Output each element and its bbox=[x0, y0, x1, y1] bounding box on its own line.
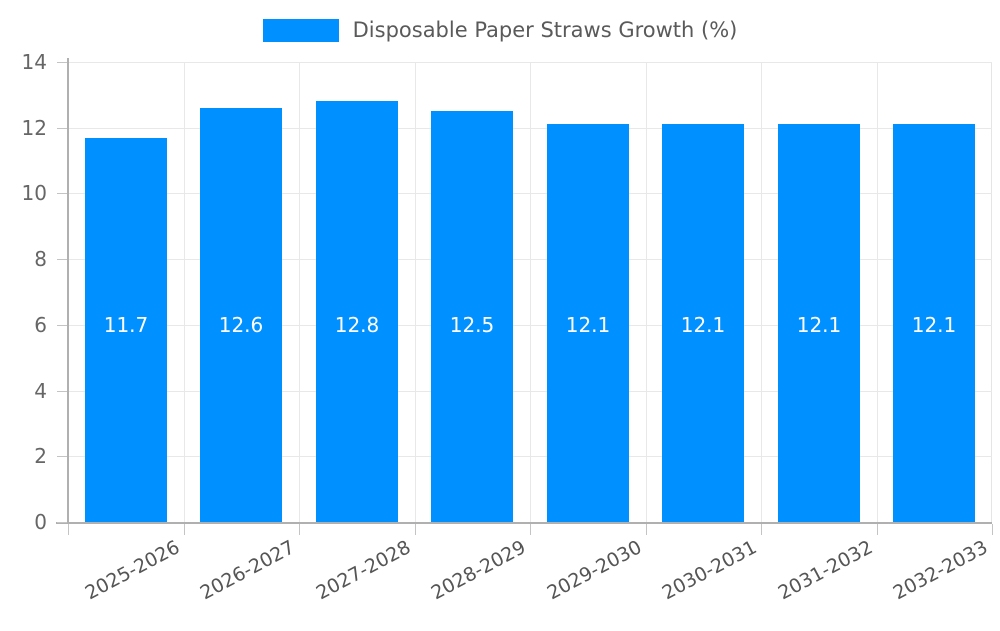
x-axis-line bbox=[56, 522, 992, 524]
bar-value-label: 12.8 bbox=[334, 313, 380, 337]
legend-label: Disposable Paper Straws Growth (%) bbox=[352, 17, 738, 42]
x-tick-mark bbox=[877, 524, 878, 535]
bar-value-label: 12.1 bbox=[565, 313, 611, 337]
x-tick-mark bbox=[184, 524, 185, 535]
gridline-vertical bbox=[646, 62, 647, 522]
y-tick-label: 2 bbox=[34, 444, 47, 468]
gridline-vertical bbox=[761, 62, 762, 522]
y-tick-mark bbox=[57, 193, 67, 194]
gridline-vertical bbox=[877, 62, 878, 522]
x-tick-mark bbox=[68, 524, 69, 535]
y-tick-mark bbox=[57, 325, 67, 326]
chart-legend: Disposable Paper Straws Growth (%) bbox=[0, 12, 1000, 48]
bar[interactable] bbox=[200, 108, 282, 522]
plot-right-border bbox=[991, 62, 992, 522]
y-tick-label: 8 bbox=[34, 247, 47, 271]
x-tick-mark bbox=[992, 524, 993, 535]
y-tick-label: 4 bbox=[34, 379, 47, 403]
bar[interactable] bbox=[662, 124, 744, 522]
bar-value-label: 12.1 bbox=[680, 313, 726, 337]
x-tick-mark bbox=[530, 524, 531, 535]
gridline-vertical bbox=[415, 62, 416, 522]
bar[interactable] bbox=[85, 138, 167, 522]
x-tick-mark bbox=[761, 524, 762, 535]
bar[interactable] bbox=[547, 124, 629, 522]
legend-swatch-icon bbox=[262, 18, 339, 42]
y-tick-label: 0 bbox=[34, 510, 47, 534]
bar[interactable] bbox=[778, 124, 860, 522]
y-tick-mark bbox=[57, 62, 67, 63]
y-tick-mark bbox=[57, 522, 67, 523]
bar-chart: Disposable Paper Straws Growth (%) 11.7 1… bbox=[0, 12, 1000, 605]
legend-item-series[interactable]: Disposable Paper Straws Growth (%) bbox=[262, 17, 738, 42]
plot-area: 11.7 12.6 12.8 12.5 12.1 12.1 12.1 12.1 bbox=[68, 62, 992, 523]
y-tick-mark bbox=[57, 391, 67, 392]
bar[interactable] bbox=[316, 101, 398, 522]
gridline-vertical bbox=[299, 62, 300, 522]
gridline-vertical bbox=[530, 62, 531, 522]
bar[interactable] bbox=[431, 111, 513, 522]
bar-value-label: 12.1 bbox=[911, 313, 957, 337]
bar-value-label: 12.6 bbox=[218, 313, 264, 337]
bar-value-label: 12.1 bbox=[796, 313, 842, 337]
y-tick-label: 6 bbox=[34, 313, 47, 337]
y-tick-mark bbox=[57, 259, 67, 260]
y-tick-mark bbox=[57, 456, 67, 457]
gridline-vertical bbox=[184, 62, 185, 522]
y-tick-label: 12 bbox=[21, 116, 47, 140]
x-tick-mark bbox=[415, 524, 416, 535]
y-tick-mark bbox=[57, 128, 67, 129]
bar-value-label: 12.5 bbox=[449, 313, 495, 337]
bar-value-label: 11.7 bbox=[103, 313, 149, 337]
x-tick-mark bbox=[646, 524, 647, 535]
x-tick-mark bbox=[299, 524, 300, 535]
bar[interactable] bbox=[893, 124, 975, 522]
y-tick-label: 14 bbox=[21, 50, 47, 74]
y-axis-line bbox=[67, 58, 69, 524]
y-tick-label: 10 bbox=[21, 181, 47, 205]
